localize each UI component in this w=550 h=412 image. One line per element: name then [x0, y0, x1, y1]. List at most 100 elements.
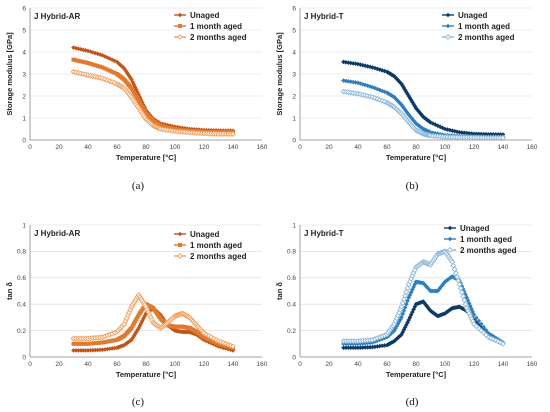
x-tick-label: 100: [440, 144, 451, 151]
series-2-months-aged: [70, 68, 236, 137]
data-point: [406, 317, 412, 323]
data-point: [133, 92, 138, 97]
x-tick-label: 100: [170, 144, 181, 151]
data-point: [343, 345, 349, 351]
legend-label: 1 month aged: [190, 241, 242, 250]
data-point: [365, 345, 370, 350]
x-axis-label: Temperature [°C]: [386, 370, 447, 379]
data-point: [379, 343, 385, 349]
data-point: [408, 115, 414, 120]
data-point: [93, 63, 98, 68]
data-point: [437, 124, 443, 130]
series-1-month-aged: [341, 78, 506, 139]
y-axis-label: Storage modulus [GPa]: [275, 32, 284, 116]
data-point: [360, 345, 366, 350]
data-point: [408, 312, 414, 318]
data-point: [202, 335, 206, 340]
data-point: [135, 96, 140, 101]
x-tick-label: 140: [498, 361, 509, 368]
data-point: [428, 130, 433, 135]
x-tick-label: 0: [28, 361, 32, 368]
data-point: [83, 341, 88, 346]
legend-marker: [447, 225, 453, 231]
data-point: [390, 329, 396, 334]
data-point: [97, 347, 103, 353]
data-point: [478, 321, 484, 327]
x-axis-label: Temperature [°C]: [386, 153, 447, 162]
data-point: [358, 81, 363, 86]
y-tick-label: 1: [292, 222, 296, 229]
data-point: [343, 59, 349, 65]
data-point: [382, 343, 387, 348]
series-2-months-aged: [340, 248, 506, 347]
data-point: [476, 131, 482, 137]
data-point: [71, 348, 76, 353]
data-point: [370, 344, 375, 350]
data-point: [452, 128, 457, 134]
y-tick-label: 0.8: [17, 249, 26, 256]
data-point: [90, 347, 96, 353]
data-point: [491, 132, 496, 137]
data-point: [90, 62, 95, 67]
data-point: [430, 130, 436, 136]
data-point: [478, 131, 484, 137]
x-tick-label: 140: [228, 144, 239, 151]
y-tick-label: 0.4: [17, 302, 26, 309]
data-point: [404, 285, 411, 292]
legend-label: 1 month aged: [460, 235, 512, 244]
data-point: [131, 321, 136, 326]
legend-label: 2 months aged: [190, 252, 247, 261]
legend-label: Unaged: [190, 11, 219, 20]
x-tick-label: 40: [84, 144, 92, 151]
x-tick-label: 0: [28, 144, 32, 151]
legend-label: Unaged: [190, 230, 219, 239]
data-point: [474, 131, 479, 137]
x-tick-label: 120: [199, 144, 210, 151]
data-point: [83, 348, 88, 353]
x-tick-label: 60: [383, 144, 391, 151]
y-tick-label: 1: [292, 115, 296, 122]
legend-label: Unaged: [458, 11, 487, 20]
x-tick-label: 20: [55, 361, 63, 368]
panel-title: J Hybrid-AR: [34, 229, 80, 238]
data-point: [76, 348, 81, 353]
data-point: [129, 86, 134, 91]
data-point: [394, 97, 399, 102]
data-point: [412, 103, 418, 109]
legend-marker: [177, 231, 183, 237]
x-tick-label: 80: [412, 144, 420, 151]
data-point: [73, 58, 78, 63]
data-point: [365, 64, 370, 69]
series-unaged: [71, 305, 236, 353]
data-point: [353, 345, 358, 351]
data-point: [379, 68, 385, 73]
data-point: [358, 62, 363, 67]
y-axis-label: tan δ: [5, 282, 14, 300]
data-point: [109, 346, 115, 351]
data-point: [430, 121, 436, 126]
data-point: [95, 340, 100, 345]
data-point: [401, 105, 407, 111]
data-point: [405, 320, 410, 325]
x-tick-label: 20: [325, 361, 333, 368]
x-tick-label: 160: [527, 361, 538, 368]
data-point: [391, 338, 397, 344]
series-unaged: [341, 299, 506, 351]
data-point: [175, 124, 180, 130]
data-point: [426, 287, 432, 292]
y-tick-label: 0: [292, 137, 296, 144]
y-tick-label: 1: [22, 222, 26, 229]
data-point: [412, 119, 418, 125]
data-point: [394, 76, 399, 82]
series-2-months-aged: [340, 88, 506, 141]
data-point: [358, 345, 363, 350]
data-point: [98, 340, 103, 345]
y-tick-label: 2: [292, 93, 296, 100]
data-point: [160, 124, 165, 129]
data-point: [134, 317, 139, 322]
data-point: [107, 339, 112, 344]
data-point: [401, 85, 407, 91]
data-point: [425, 286, 431, 291]
data-point: [400, 329, 406, 335]
y-tick-label: 0.6: [287, 275, 296, 282]
